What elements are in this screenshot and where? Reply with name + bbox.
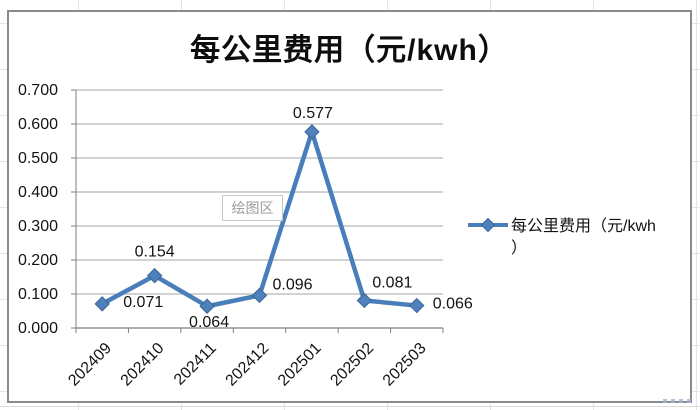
x-axis-category-label: 202409 [65,340,115,390]
x-axis-category-label: 202503 [380,340,430,390]
legend-label-line2: ） [511,239,527,257]
legend-label-line1: 每公里费用（元/kwh [511,217,656,235]
chart-legend[interactable]: 每公里费用（元/kwh ） [468,217,656,257]
y-axis-tick-label: 0.400 [18,184,58,201]
data-point-label: 0.577 [293,105,333,122]
y-axis-tick-label: 0.700 [18,82,58,99]
x-axis-category-label: 202502 [327,340,377,390]
plot-area-tooltip: 绘图区 [222,195,283,221]
y-axis-tick-label: 0.200 [18,252,58,269]
data-point-label: 0.081 [372,274,412,291]
data-point-label: 0.096 [272,276,312,293]
x-axis-category-label: 202501 [275,340,325,390]
y-axis-tick-label: 0.000 [18,320,58,337]
chart-container[interactable]: 每公里费用（元/kwh） 0.000 0.100 0.200 0.300 0.400 0.… [7,10,692,403]
chart-title: 每公里费用（元/kwh） [190,34,509,67]
legend-diamond-marker-icon [480,217,496,233]
data-point-marker[interactable] [409,297,425,314]
chart-canvas: 0.000 0.100 0.200 0.300 0.400 0.500 0.600 0.700… [18,82,656,390]
data-point-label: 0.066 [433,296,473,313]
x-axis-category-label: 202412 [223,340,273,390]
x-axis-category-label: 202410 [118,340,168,390]
y-axis-tick-label: 0.500 [18,150,58,167]
y-axis-tick-label: 0.600 [18,116,58,133]
data-point-label: 0.064 [189,314,229,331]
spreadsheet-gridline [0,406,700,407]
data-point-marker[interactable] [304,124,320,140]
data-point-marker[interactable] [199,298,215,314]
data-point-label: 0.071 [123,294,163,311]
data-point-marker[interactable] [146,267,163,284]
y-axis-tick-label: 0.100 [18,286,58,303]
chart-corner-selection-dashes [663,399,693,403]
x-axis-category-label: 202411 [171,340,220,389]
y-axis-tick-label: 0.300 [18,218,58,235]
data-point-marker[interactable] [356,292,373,309]
data-point-marker[interactable] [94,296,110,312]
data-point-marker[interactable] [251,287,268,304]
data-point-label: 0.154 [135,244,175,261]
